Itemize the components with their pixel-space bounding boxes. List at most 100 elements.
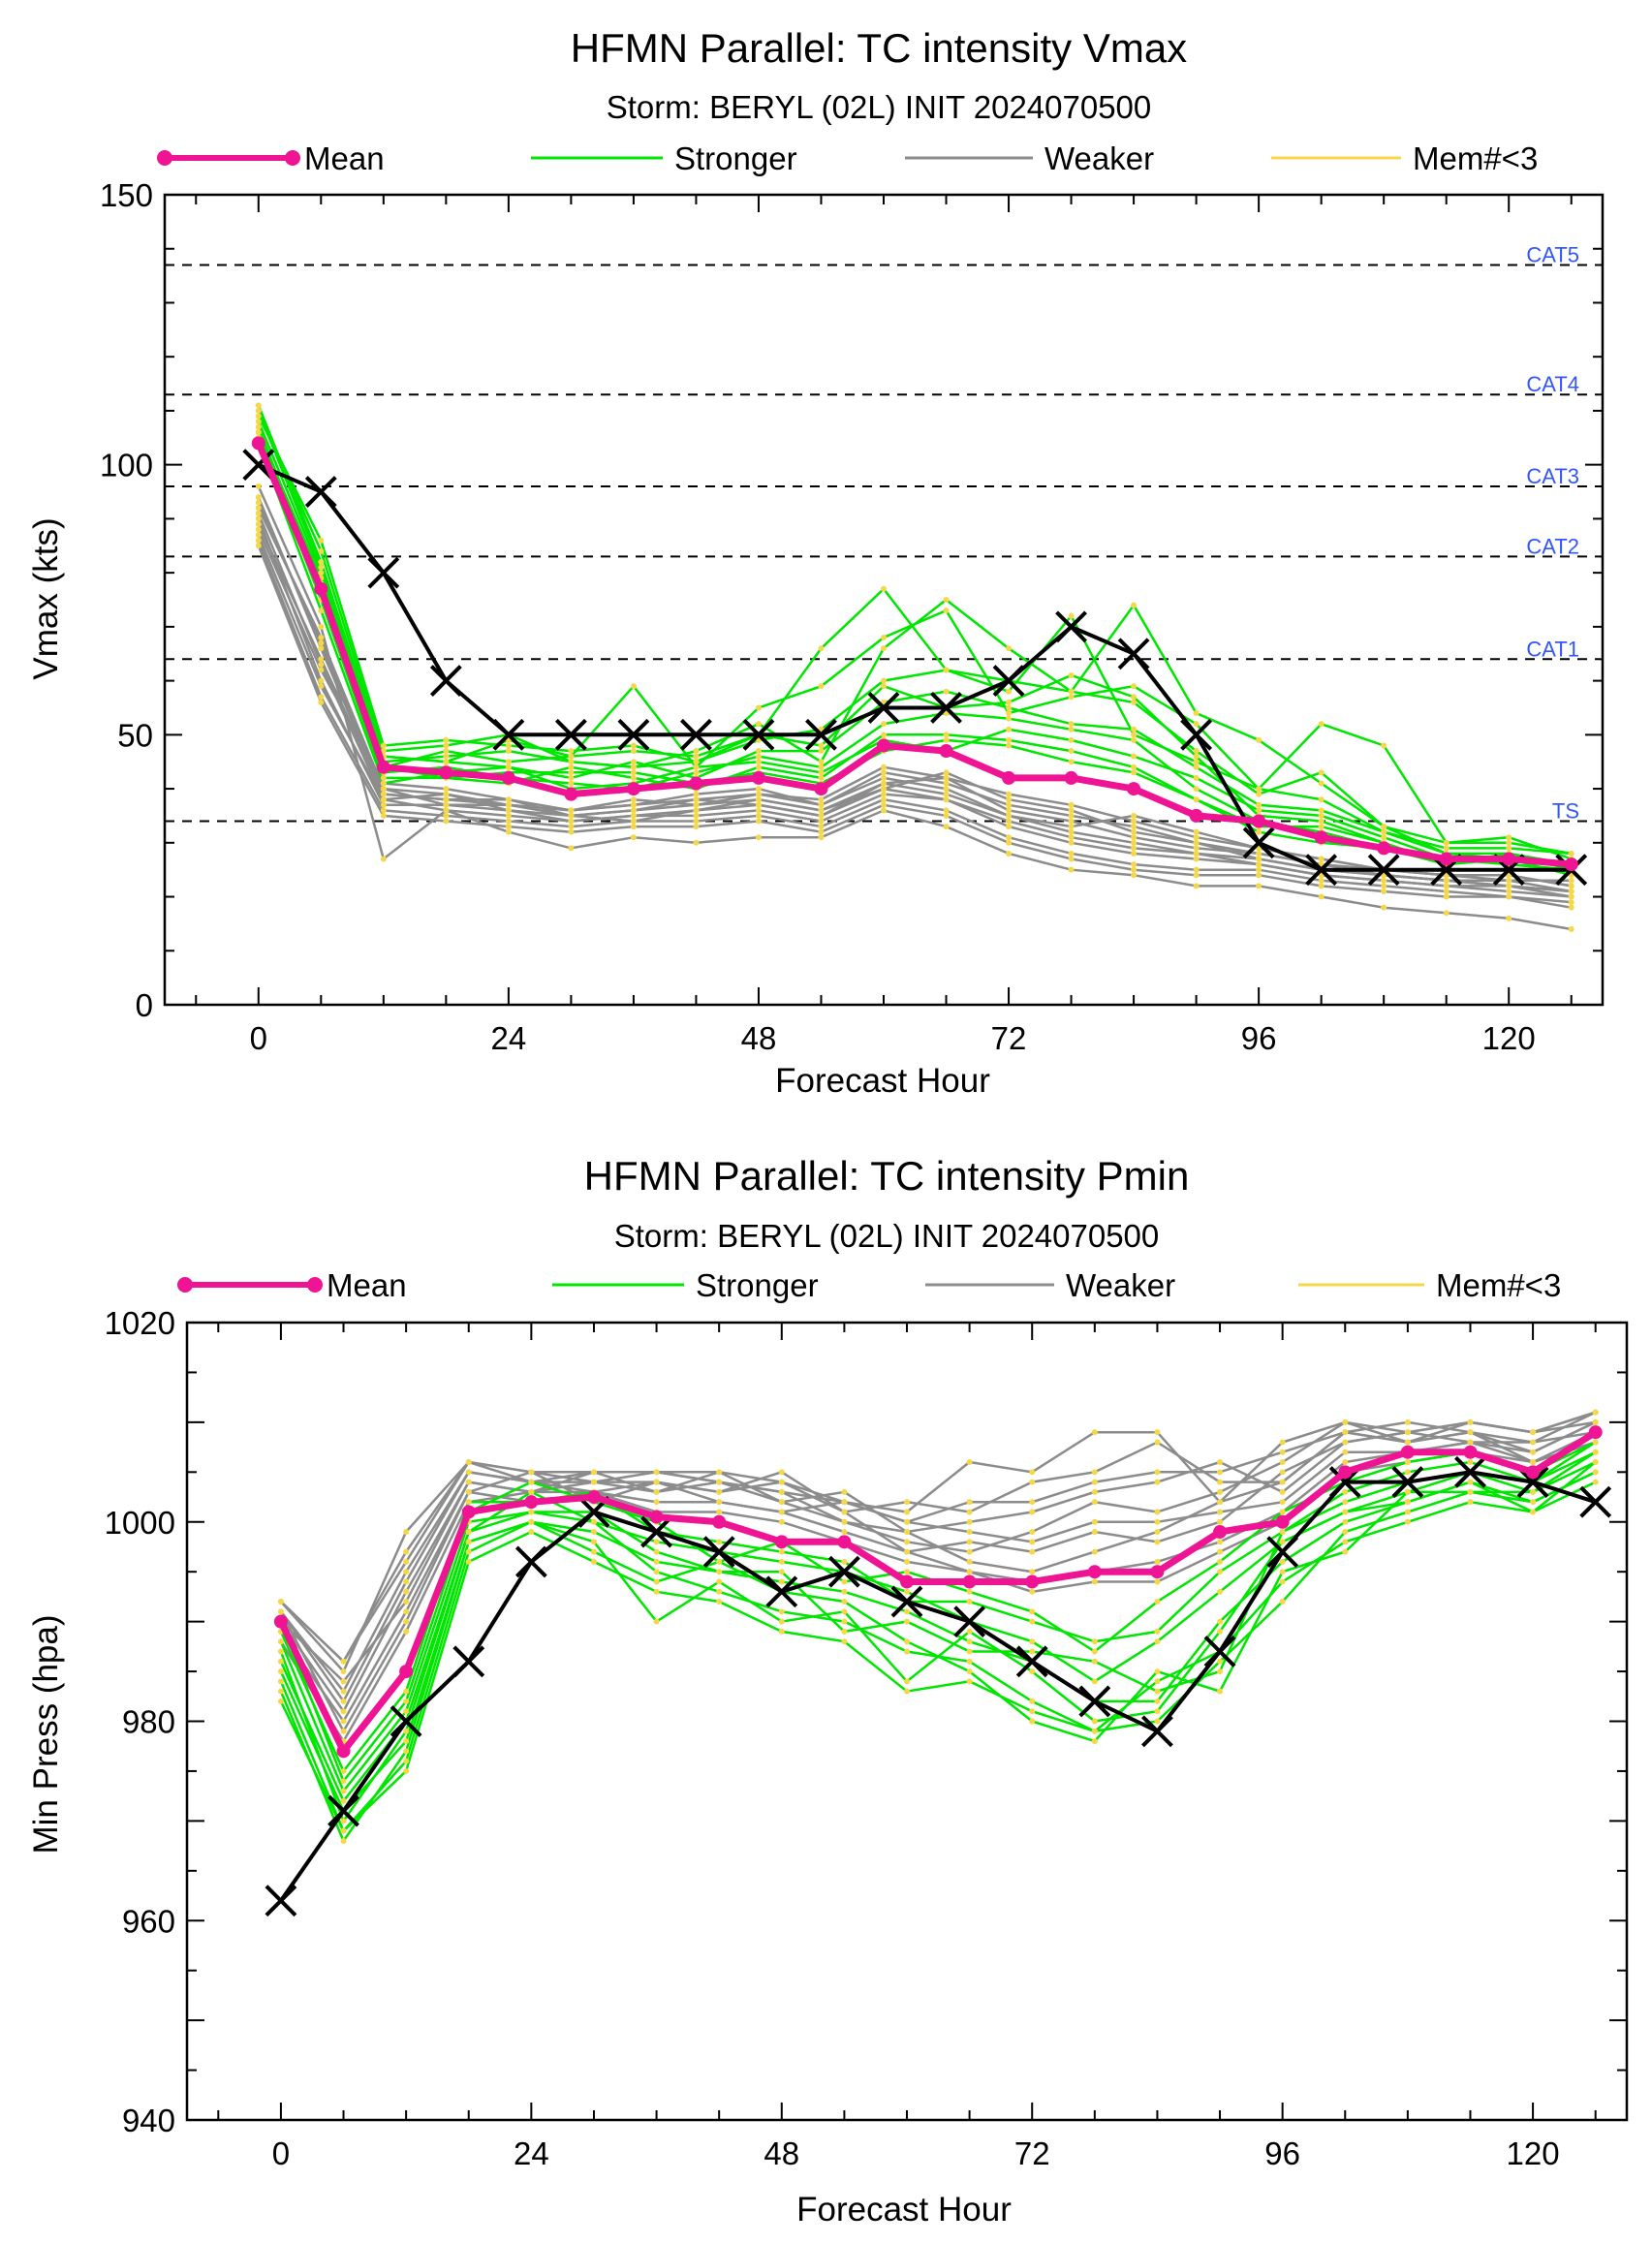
member-point bbox=[1217, 1658, 1224, 1665]
member-point bbox=[841, 1628, 848, 1635]
member-point bbox=[818, 774, 825, 781]
member-point bbox=[1091, 1718, 1098, 1725]
member-point bbox=[1068, 672, 1075, 679]
member-point bbox=[1029, 1698, 1036, 1704]
chart-vmax: HFMN Parallel: TC intensity Vmax Storm: … bbox=[27, 25, 1605, 1100]
member-point bbox=[1279, 1569, 1286, 1575]
observed-marker bbox=[390, 1705, 422, 1737]
member-point bbox=[1381, 888, 1387, 894]
member-point bbox=[340, 1788, 347, 1794]
member-point bbox=[318, 639, 325, 646]
member-point bbox=[1568, 899, 1574, 906]
member-point bbox=[630, 742, 637, 749]
member-point bbox=[693, 801, 700, 808]
member-point bbox=[1068, 688, 1075, 695]
plot-area: 0 24 48 72 96 120 0 50 100 150 TS CAT1 CAT2 CAT3 CAT4 C… bbox=[100, 177, 1605, 1056]
member-point bbox=[653, 1479, 660, 1485]
member-point bbox=[943, 774, 950, 781]
member-point bbox=[1131, 839, 1138, 846]
member-point bbox=[966, 1588, 973, 1595]
member-point bbox=[966, 1499, 973, 1506]
member-point bbox=[528, 1469, 535, 1476]
member-point bbox=[403, 1608, 410, 1615]
x-tick-label: 24 bbox=[491, 1020, 527, 1056]
member-point bbox=[1256, 736, 1262, 743]
member-point bbox=[881, 683, 887, 690]
member-point bbox=[1467, 1418, 1474, 1425]
member-point bbox=[1006, 812, 1013, 819]
member-point bbox=[1381, 828, 1387, 835]
member-point bbox=[943, 786, 950, 793]
member-point bbox=[1217, 1668, 1224, 1675]
member-point bbox=[1342, 1418, 1349, 1425]
member-point bbox=[1506, 877, 1512, 884]
member-point bbox=[1006, 699, 1013, 705]
stronger-member-line bbox=[257, 410, 1573, 877]
mean-point bbox=[1338, 1465, 1353, 1480]
member-point bbox=[1318, 769, 1325, 776]
weaker-member-line bbox=[257, 485, 1572, 931]
legend-member-label: Mem#<3 bbox=[1413, 140, 1538, 176]
member-point bbox=[966, 1678, 973, 1685]
member-point bbox=[716, 1578, 723, 1585]
member-point bbox=[1279, 1459, 1286, 1466]
member-point bbox=[630, 683, 637, 690]
member-point bbox=[1217, 1548, 1224, 1555]
mean-point bbox=[1275, 1514, 1290, 1529]
member-point bbox=[904, 1509, 910, 1515]
member-point bbox=[881, 780, 887, 787]
mean-point bbox=[564, 787, 578, 801]
member-point bbox=[966, 1569, 973, 1575]
member-point bbox=[1193, 710, 1200, 717]
weaker-member-line bbox=[257, 502, 1572, 888]
member-point bbox=[966, 1558, 973, 1565]
member-point bbox=[818, 807, 825, 814]
member-point bbox=[318, 635, 325, 641]
member-point bbox=[1154, 1688, 1161, 1695]
member-point bbox=[716, 1479, 723, 1485]
member-point bbox=[693, 807, 700, 814]
legend-mean-label: Mean bbox=[304, 140, 385, 176]
observed-marker bbox=[1055, 610, 1087, 643]
observed-marker bbox=[827, 1555, 860, 1588]
member-point bbox=[755, 704, 762, 711]
member-point bbox=[943, 807, 950, 814]
member-point bbox=[1154, 1678, 1161, 1685]
member-point bbox=[568, 812, 575, 819]
member-point bbox=[1029, 1499, 1036, 1506]
member-point bbox=[1279, 1578, 1286, 1585]
member-point bbox=[1029, 1648, 1036, 1655]
member-point bbox=[1131, 694, 1138, 701]
member-point bbox=[1154, 1668, 1161, 1675]
member-point bbox=[1443, 845, 1449, 852]
member-point bbox=[653, 1578, 660, 1585]
mean-point bbox=[251, 436, 265, 451]
member-point bbox=[1318, 818, 1325, 825]
stronger-member-line bbox=[257, 421, 1572, 856]
member-point bbox=[505, 812, 512, 819]
member-point bbox=[818, 796, 825, 803]
y-tick-label: 50 bbox=[117, 717, 153, 753]
member-point bbox=[1091, 1578, 1098, 1585]
member-point bbox=[505, 828, 512, 835]
legend-stronger-label: Stronger bbox=[696, 1267, 819, 1303]
observed-marker bbox=[452, 1645, 485, 1678]
member-point bbox=[528, 1529, 535, 1536]
member-point bbox=[966, 1518, 973, 1525]
member-point bbox=[1006, 726, 1013, 732]
member-point bbox=[818, 818, 825, 825]
member-point bbox=[755, 791, 762, 797]
member-point bbox=[255, 402, 262, 409]
member-point bbox=[505, 824, 512, 830]
x-tick-label: 120 bbox=[1507, 2135, 1560, 2171]
member-point bbox=[1256, 856, 1262, 862]
member-point bbox=[1006, 801, 1013, 808]
member-point bbox=[1068, 866, 1075, 873]
member-point bbox=[653, 1558, 660, 1565]
member-point bbox=[904, 1618, 910, 1625]
mean-point bbox=[314, 581, 328, 596]
mean-point bbox=[626, 782, 640, 796]
member-point bbox=[1530, 1499, 1537, 1506]
member-point bbox=[1006, 704, 1013, 711]
member-point bbox=[1006, 710, 1013, 717]
